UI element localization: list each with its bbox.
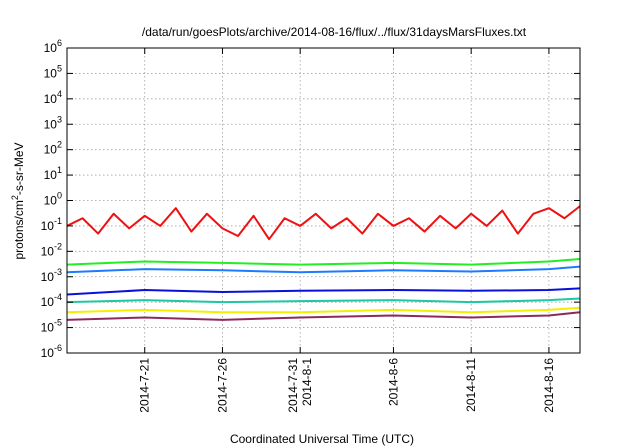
y-axis-label-sup: 2 (10, 195, 20, 200)
y-tick-label: 105 (44, 63, 62, 80)
x-tick-label: 2014-7-31 (286, 358, 300, 413)
series-line-3 (66, 265, 581, 274)
y-tick-label: 104 (44, 89, 62, 106)
series-line-1 (66, 205, 581, 241)
y-tick-label: 10-4 (41, 292, 62, 309)
y-axis-label: protons/cm2-s-sr-MeV (10, 142, 26, 259)
x-axis-label: Coordinated Universal Time (UTC) (230, 432, 414, 446)
y-axis-label-suffix: -s-sr-MeV (12, 142, 26, 195)
x-tick-label: 2014-7-21 (138, 358, 152, 413)
x-tick-label: 2014-8-11 (464, 358, 478, 412)
y-tick-label: 10-1 (41, 216, 62, 233)
series-group (66, 205, 581, 321)
x-tick-label: 2014-7-26 (215, 358, 229, 413)
series-line-6 (66, 306, 581, 314)
series-line-2 (66, 257, 581, 266)
grid (67, 48, 580, 353)
y-tick-label: 10-5 (41, 318, 62, 335)
y-axis: 10-6 10-5 10-4 10-3 10-2 10-1 100 101 102 103 104 1… (41, 38, 580, 360)
y-tick-label: 103 (44, 114, 62, 131)
x-tick-label: 2014-8-1 (300, 358, 314, 406)
y-tick-label: 101 (44, 165, 62, 182)
x-axis: 2014-7-21 2014-7-26 2014-7-31 2014-8-1 2014-… (138, 48, 556, 413)
y-tick-label: 102 (44, 140, 62, 157)
series-line-7 (66, 311, 581, 321)
series-line-4 (66, 287, 581, 296)
y-tick-label: 10-3 (41, 267, 62, 284)
x-tick-label: 2014-8-6 (386, 358, 400, 406)
x-tick-label: 2014-8-16 (542, 358, 556, 413)
y-tick-label: 100 (44, 191, 62, 208)
series-line-5 (66, 297, 581, 304)
y-tick-label: 106 (44, 38, 62, 55)
y-tick-label: 10-2 (41, 241, 62, 258)
chart-title: /data/run/goesPlots/archive/2014-08-16/f… (142, 25, 527, 39)
y-tick-label: 10-6 (41, 343, 62, 360)
y-axis-label-prefix: protons/cm (12, 200, 26, 259)
